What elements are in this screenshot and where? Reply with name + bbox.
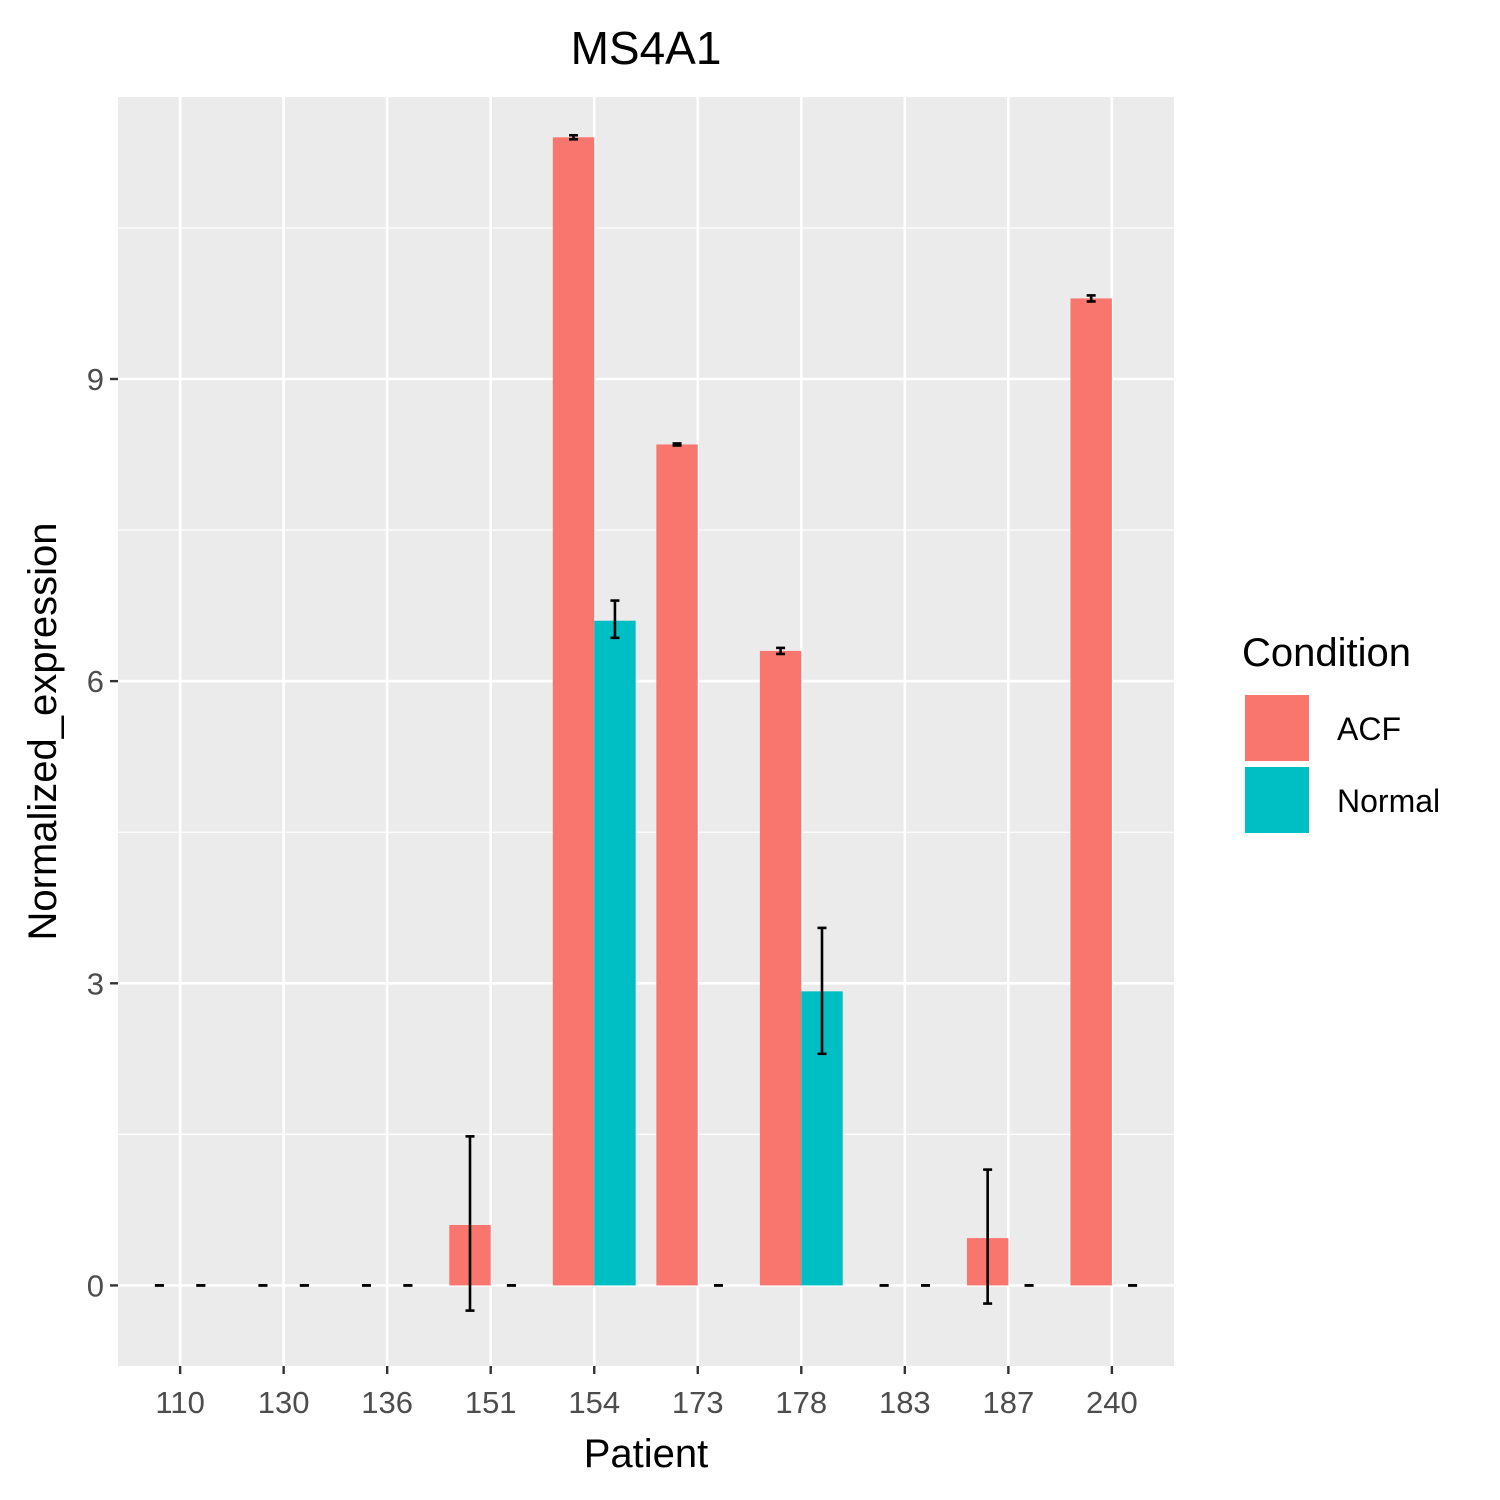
y-tick-label: 3 [87, 966, 104, 1001]
x-axis: 110 130 136 151 154 173 178 183 187 240 [155, 1366, 1138, 1420]
x-tick-label: 173 [672, 1385, 724, 1420]
y-tick-label: 0 [87, 1268, 104, 1303]
errorbar-normal-178 [817, 926, 827, 1056]
legend: Condition ACF Normal [1242, 631, 1440, 835]
y-tick-label: 6 [87, 664, 104, 699]
y-axis: 0 3 6 9 [87, 362, 118, 1303]
error-bars [154, 133, 1138, 1312]
bar-normal-154 [594, 620, 636, 1286]
errorbar-acf-178 [776, 646, 786, 656]
x-tick-label: 136 [361, 1385, 413, 1420]
bar-acf-178 [759, 650, 802, 1286]
y-axis-title: Normalized_expression [21, 523, 65, 941]
x-tick-label: 240 [1086, 1385, 1138, 1420]
x-tick-label: 187 [982, 1385, 1034, 1420]
x-tick-label: 151 [465, 1385, 517, 1420]
x-tick-label: 154 [568, 1385, 620, 1420]
legend-key-acf [1243, 693, 1311, 763]
x-axis-title: Patient [584, 1432, 709, 1476]
legend-title: Condition [1242, 631, 1411, 675]
errorbar-acf-173 [672, 442, 682, 447]
errorbar-acf-151 [465, 1135, 475, 1312]
chart-title: MS4A1 [571, 22, 722, 74]
x-tick-label: 110 [155, 1385, 204, 1420]
errorbar-acf-240 [1086, 294, 1096, 303]
x-tick-label: 178 [775, 1385, 827, 1420]
y-tick-label: 9 [87, 362, 104, 397]
bar-acf-173 [656, 444, 698, 1286]
legend-key-normal [1243, 765, 1311, 835]
x-tick-label: 130 [258, 1385, 310, 1420]
bars [449, 137, 1112, 1286]
legend-label-normal: Normal [1337, 783, 1440, 819]
errorbar-acf-187 [983, 1168, 993, 1305]
legend-label-acf: ACF [1337, 711, 1401, 747]
errorbar-acf-154 [569, 133, 579, 141]
errorbar-normal-154 [610, 599, 620, 640]
minor-gridlines [118, 227, 1174, 1135]
bar-acf-240 [1070, 298, 1112, 1286]
x-tick-label: 183 [879, 1385, 931, 1420]
bar-acf-154 [552, 137, 595, 1286]
plot-panel [118, 97, 1174, 1366]
